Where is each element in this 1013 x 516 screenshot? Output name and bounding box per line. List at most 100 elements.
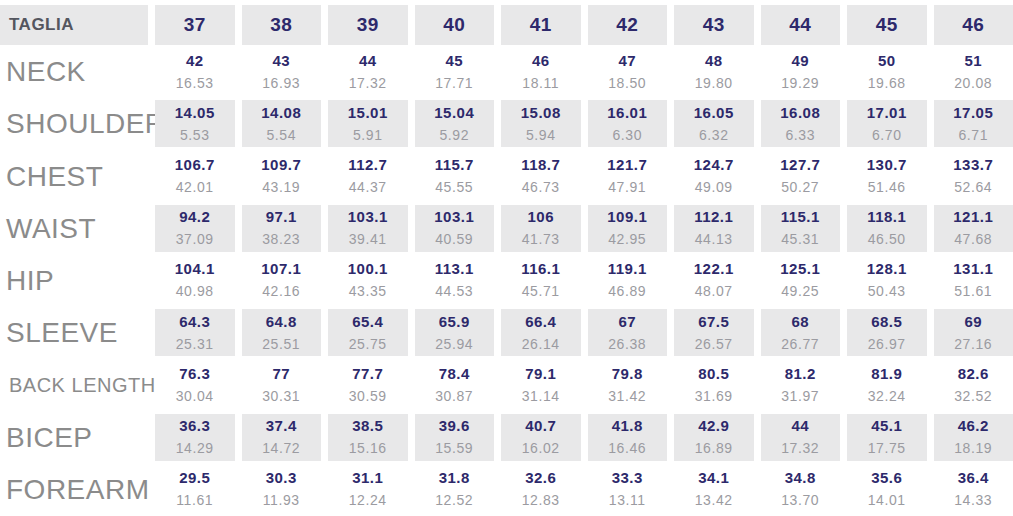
value-inches: 39.41	[349, 228, 387, 250]
value-cm: 50	[878, 50, 896, 72]
cell-back-length-size-40: 78.430.87	[415, 361, 495, 408]
cell-forearm-size-42: 33.313.11	[588, 466, 668, 513]
value-inches: 48.07	[695, 280, 733, 302]
cell-bicep-size-37: 36.314.29	[155, 414, 235, 461]
value-cm: 103.1	[348, 206, 388, 228]
value-cm: 15.04	[434, 102, 474, 124]
value-inches: 16.53	[176, 72, 214, 94]
value-inches: 6.33	[785, 124, 815, 146]
value-cm: 35.6	[871, 467, 902, 489]
value-cm: 122.1	[694, 258, 734, 280]
value-inches: 46.50	[868, 228, 906, 250]
value-cm: 77	[272, 363, 290, 385]
value-cm: 81.9	[871, 363, 902, 385]
value-cm: 109.7	[261, 154, 301, 176]
cell-neck-size-39: 4417.32	[328, 48, 408, 95]
value-inches: 16.89	[695, 437, 733, 459]
value-cm: 109.1	[607, 206, 647, 228]
value-inches: 30.04	[176, 385, 214, 407]
value-inches: 5.54	[266, 124, 296, 146]
cell-chest-size-46: 133.752.64	[934, 152, 1013, 199]
cell-back-length-size-37: 76.330.04	[155, 361, 235, 408]
column-header-size-40: 40	[415, 5, 495, 45]
value-cm: 49	[791, 50, 809, 72]
value-cm: 130.7	[867, 154, 907, 176]
cell-neck-size-45: 5019.68	[847, 48, 927, 95]
value-cm: 46	[532, 50, 550, 72]
value-cm: 64.8	[266, 311, 297, 333]
value-cm: 39.6	[439, 415, 470, 437]
cell-sleeve-size-42: 6726.38	[588, 309, 668, 356]
value-inches: 16.02	[522, 437, 560, 459]
value-cm: 97.1	[266, 206, 297, 228]
cell-waist-size-39: 103.139.41	[328, 205, 408, 252]
cell-hip-size-44: 125.149.25	[761, 257, 841, 304]
value-cm: 14.08	[261, 102, 301, 124]
value-cm: 81.2	[785, 363, 816, 385]
value-cm: 45	[445, 50, 463, 72]
cell-shoulder-size-41: 15.085.94	[501, 100, 581, 147]
value-inches: 14.01	[868, 489, 906, 511]
cell-back-length-size-43: 80.531.69	[674, 361, 754, 408]
value-cm: 34.1	[698, 467, 729, 489]
value-inches: 12.52	[435, 489, 473, 511]
cell-waist-size-43: 112.144.13	[674, 205, 754, 252]
cell-back-length-size-41: 79.131.14	[501, 361, 581, 408]
cell-back-length-size-42: 79.831.42	[588, 361, 668, 408]
cell-bicep-size-43: 42.916.89	[674, 414, 754, 461]
value-inches: 51.46	[868, 176, 906, 198]
value-cm: 82.6	[958, 363, 989, 385]
value-cm: 118.7	[521, 154, 560, 176]
cell-chest-size-39: 112.744.37	[328, 152, 408, 199]
value-inches: 5.53	[180, 124, 210, 146]
value-inches: 31.69	[695, 385, 733, 407]
value-inches: 18.19	[954, 437, 992, 459]
value-cm: 31.1	[352, 467, 383, 489]
value-cm: 16.01	[607, 102, 647, 124]
value-cm: 133.7	[953, 154, 993, 176]
value-cm: 15.01	[348, 102, 388, 124]
value-cm: 76.3	[179, 363, 210, 385]
cell-neck-size-44: 4919.29	[761, 48, 841, 95]
value-cm: 30.3	[266, 467, 297, 489]
cell-hip-size-41: 116.145.71	[501, 257, 581, 304]
value-inches: 27.16	[954, 333, 992, 355]
value-inches: 40.98	[176, 280, 214, 302]
cell-waist-size-44: 115.145.31	[761, 205, 841, 252]
column-header-size-45: 45	[847, 5, 927, 45]
cell-chest-size-41: 118.746.73	[501, 152, 581, 199]
value-inches: 30.31	[262, 385, 300, 407]
value-inches: 13.70	[781, 489, 819, 511]
value-cm: 119.1	[608, 258, 647, 280]
row-label-waist: WAIST	[0, 203, 148, 255]
value-cm: 32.6	[525, 467, 556, 489]
cell-neck-size-38: 4316.93	[242, 48, 322, 95]
cell-forearm-size-46: 36.414.33	[934, 466, 1013, 513]
value-cm: 115.1	[781, 206, 820, 228]
value-cm: 127.7	[780, 154, 820, 176]
value-cm: 47	[618, 50, 636, 72]
value-cm: 48	[705, 50, 723, 72]
row-label-shoulder: SHOULDER	[0, 98, 148, 150]
value-inches: 50.27	[781, 176, 819, 198]
cell-sleeve-size-45: 68.526.97	[847, 309, 927, 356]
value-cm: 16.08	[780, 102, 820, 124]
value-inches: 19.80	[695, 72, 733, 94]
value-inches: 26.14	[522, 333, 560, 355]
cell-bicep-size-46: 46.218.19	[934, 414, 1013, 461]
cell-sleeve-size-46: 6927.16	[934, 309, 1013, 356]
value-cm: 94.2	[179, 206, 210, 228]
cell-hip-size-38: 107.142.16	[242, 257, 322, 304]
cell-back-length-size-46: 82.632.52	[934, 361, 1013, 408]
cell-shoulder-size-40: 15.045.92	[415, 100, 495, 147]
value-inches: 18.50	[608, 72, 646, 94]
value-inches: 14.33	[954, 489, 992, 511]
cell-bicep-size-39: 38.515.16	[328, 414, 408, 461]
value-inches: 26.97	[868, 333, 906, 355]
value-cm: 103.1	[434, 206, 474, 228]
value-cm: 51	[964, 50, 982, 72]
column-header-taglia: TAGLIA	[0, 5, 148, 45]
cell-neck-size-42: 4718.50	[588, 48, 668, 95]
value-cm: 121.1	[953, 206, 993, 228]
cell-bicep-size-41: 40.716.02	[501, 414, 581, 461]
